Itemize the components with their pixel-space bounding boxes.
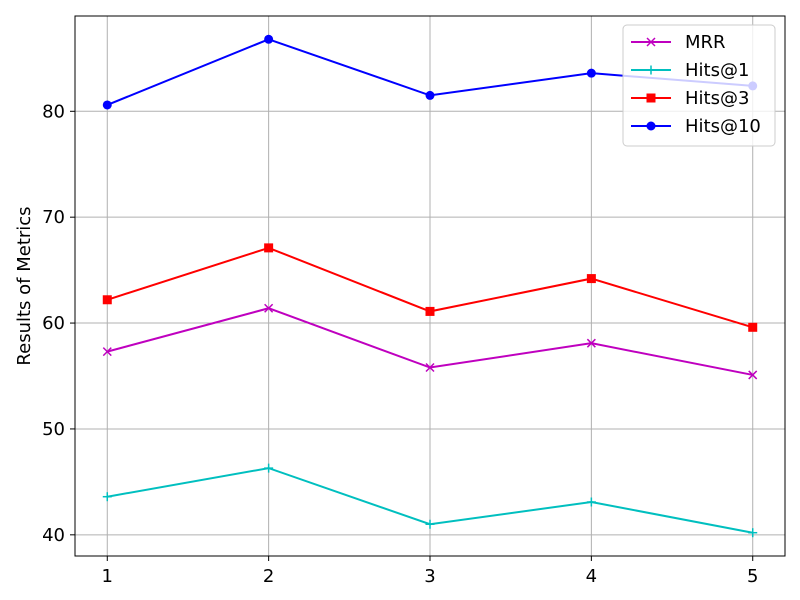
legend-label: MRR [685, 32, 726, 53]
legend-item: Hits@1 [631, 60, 749, 81]
legend-box [622, 24, 776, 147]
legend-item: Hits@10 [631, 116, 761, 137]
y-axis-label: Results of Metrics [14, 206, 35, 365]
axis-ticks: 1 2 3 4 5 40 50 60 70 80 [42, 101, 758, 587]
data-point [264, 463, 274, 473]
data-point [102, 100, 112, 110]
data-point [425, 306, 435, 316]
legend-label: Hits@10 [685, 116, 761, 137]
data-point [264, 34, 274, 44]
legend-marker [646, 37, 656, 47]
series-hits-3 [102, 243, 758, 332]
data-point [425, 362, 435, 373]
legend-marker [646, 121, 656, 131]
data-point [748, 370, 758, 380]
x-tick-label: 4 [586, 566, 597, 587]
data-point [425, 519, 435, 529]
data-point [586, 338, 596, 348]
data-point [748, 322, 758, 332]
legend-marker [646, 65, 656, 75]
data-point [102, 347, 112, 357]
data-point [748, 528, 758, 538]
y-tick-label: 50 [42, 419, 65, 440]
legend: MRR Hits@1 Hits@3 Hits@10 [622, 24, 776, 147]
y-tick-label: 80 [42, 101, 65, 122]
data-point [264, 303, 274, 313]
legend-item: Hits@3 [631, 88, 749, 109]
data-point [102, 295, 112, 305]
legend-marker [646, 93, 656, 103]
y-tick-label: 70 [42, 207, 65, 228]
x-tick-label: 3 [424, 566, 435, 587]
data-point [264, 243, 274, 253]
y-tick-label: 60 [42, 313, 65, 334]
legend-item: MRR [631, 32, 726, 53]
x-tick-label: 2 [263, 566, 274, 587]
x-tick-label: 1 [102, 566, 113, 587]
data-point [425, 90, 435, 100]
series-hits-1 [102, 463, 758, 538]
legend-label: Hits@1 [685, 60, 749, 81]
legend-label: Hits@3 [685, 88, 749, 109]
series-mrr [102, 303, 758, 380]
data-point [102, 492, 112, 502]
y-tick-label: 40 [42, 525, 65, 546]
data-point [586, 274, 596, 284]
x-tick-label: 5 [747, 566, 758, 587]
data-point [586, 497, 596, 507]
data-point [586, 68, 596, 78]
